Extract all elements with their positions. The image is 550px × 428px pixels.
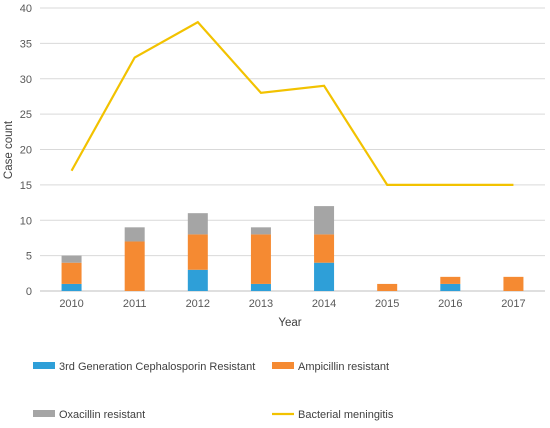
legend-label: Ampicillin resistant xyxy=(298,361,389,373)
bar-segment-ampicillin-resistant-2016 xyxy=(440,276,461,284)
bar-segment-3rd-generation-cephalosporin-resistant-2010 xyxy=(61,283,82,291)
legend-swatch xyxy=(33,410,55,417)
bar-segment-oxacillin-resistant-2010 xyxy=(61,255,82,263)
x-tick-label: 2013 xyxy=(249,298,273,310)
line-layer xyxy=(70,20,514,186)
bar-segment-oxacillin-resistant-2011 xyxy=(124,227,145,242)
y-tick-label: 0 xyxy=(26,286,32,298)
y-tick-label: 10 xyxy=(20,215,32,227)
y-tick-labels: 0 5 10 15 20 25 30 35 40 xyxy=(20,3,32,298)
y-axis-title: Case count xyxy=(3,120,15,179)
x-tick-label: 2014 xyxy=(312,298,336,310)
bar-segment-ampicillin-resistant-2010 xyxy=(61,262,82,284)
y-tick-label: 25 xyxy=(20,109,32,121)
x-tick-label: 2015 xyxy=(375,298,399,310)
legend-item-bacterial-meningitis: Bacterial meningitis xyxy=(272,409,394,421)
y-tick-label: 5 xyxy=(26,251,32,263)
legend-label: Bacterial meningitis xyxy=(298,409,394,421)
bar-segment-ampicillin-resistant-2017 xyxy=(503,276,524,291)
grid-layer xyxy=(40,7,545,292)
bar-segment-ampicillin-resistant-2013 xyxy=(250,234,271,284)
legend-swatch xyxy=(272,362,294,369)
bar-segment-ampicillin-resistant-2011 xyxy=(124,241,145,291)
bar-segment-3rd-generation-cephalosporin-resistant-2013 xyxy=(250,283,271,291)
y-tick-label: 40 xyxy=(20,3,32,15)
bar-segment-ampicillin-resistant-2014 xyxy=(314,234,335,263)
x-tick-label: 2010 xyxy=(59,298,83,310)
legend-label: 3rd Generation Cephalosporin Resistant xyxy=(59,361,255,373)
line-series-bacterial-meningitis xyxy=(70,20,514,186)
legend-item-ampicillin-resistant: Ampicillin resistant xyxy=(272,361,389,373)
y-tick-label: 30 xyxy=(20,74,32,86)
y-tick-label: 20 xyxy=(20,145,32,157)
bar-segment-oxacillin-resistant-2013 xyxy=(250,227,271,235)
x-tick-label: 2016 xyxy=(438,298,462,310)
bar-segment-ampicillin-resistant-2015 xyxy=(377,283,398,291)
bar-segment-oxacillin-resistant-2014 xyxy=(314,206,335,235)
x-tick-label: 2012 xyxy=(186,298,210,310)
legend: 3rd Generation Cephalosporin Resistant Am… xyxy=(33,361,394,421)
legend-item-oxacillin-resistant: Oxacillin resistant xyxy=(33,409,145,421)
x-tick-labels: 2010 2011 2012 2013 2014 2015 2016 2017 xyxy=(59,298,525,310)
y-tick-label: 15 xyxy=(20,180,32,192)
bar-segment-oxacillin-resistant-2012 xyxy=(187,213,208,235)
x-axis-title: Year xyxy=(278,317,301,329)
y-tick-label: 35 xyxy=(20,38,32,50)
legend-swatch xyxy=(33,362,55,369)
bar-segment-ampicillin-resistant-2012 xyxy=(187,234,208,270)
x-tick-label: 2011 xyxy=(123,298,147,310)
bar-segment-3rd-generation-cephalosporin-resistant-2014 xyxy=(314,262,335,291)
bar-segment-3rd-generation-cephalosporin-resistant-2016 xyxy=(440,283,461,291)
legend-label: Oxacillin resistant xyxy=(59,409,145,421)
x-tick-label: 2017 xyxy=(501,298,525,310)
legend-item-3rd-generation-cephalosporin-resistant: 3rd Generation Cephalosporin Resistant xyxy=(33,361,255,373)
bar-layer xyxy=(61,206,524,291)
bar-segment-3rd-generation-cephalosporin-resistant-2012 xyxy=(187,269,208,291)
